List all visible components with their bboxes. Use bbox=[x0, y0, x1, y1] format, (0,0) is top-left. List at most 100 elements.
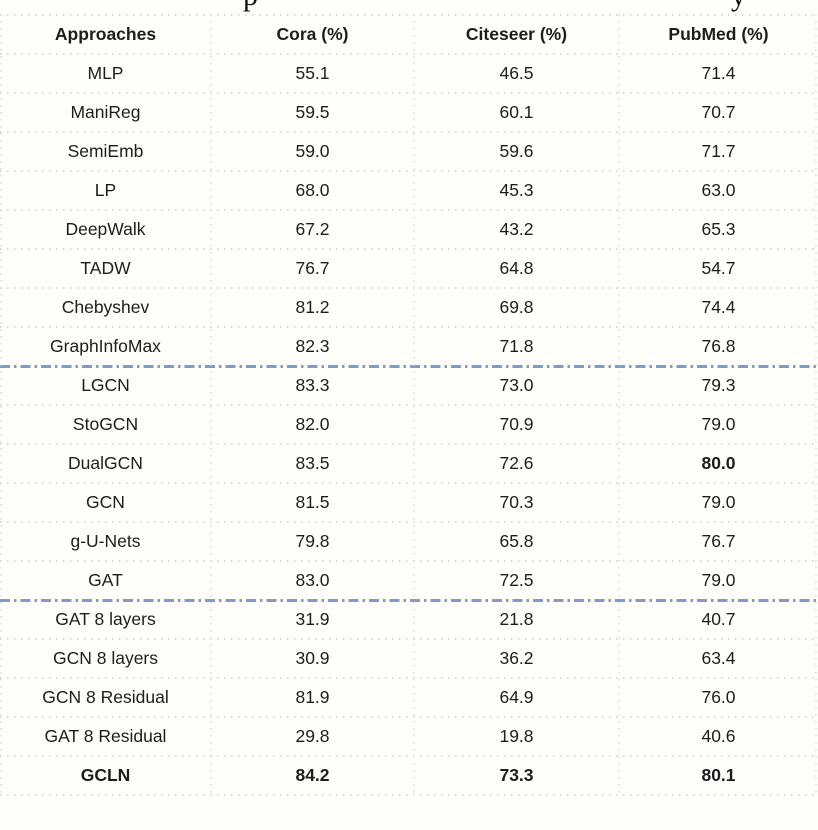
cora-value: 55.1 bbox=[295, 62, 330, 83]
approach-name: DualGCN bbox=[68, 452, 143, 473]
approach-name: GAT 8 layers bbox=[55, 608, 156, 629]
pubmed-value: 70.7 bbox=[701, 101, 736, 122]
cora-value: 81.2 bbox=[295, 296, 330, 317]
approach-name: GCLN bbox=[80, 764, 131, 785]
cora-value: 29.8 bbox=[295, 725, 330, 746]
table-row: GCN 8 Residual 81.9 64.9 76.0 bbox=[0, 677, 818, 716]
table-row: Chebyshev 81.2 69.8 74.4 bbox=[0, 287, 818, 326]
table-row: GCN 81.5 70.3 79.0 bbox=[0, 482, 818, 521]
pubmed-value: 71.7 bbox=[701, 140, 736, 161]
citeseer-value: 59.6 bbox=[499, 140, 534, 161]
citeseer-value: 21.8 bbox=[499, 608, 534, 629]
pubmed-value: 80.0 bbox=[701, 452, 736, 473]
citeseer-value: 73.0 bbox=[499, 374, 534, 395]
citeseer-value: 72.6 bbox=[499, 452, 534, 473]
citeseer-value: 64.9 bbox=[499, 686, 534, 707]
table-bottom-border bbox=[0, 794, 818, 796]
approach-name: ManiReg bbox=[70, 101, 141, 122]
table-row: ManiReg 59.5 60.1 70.7 bbox=[0, 92, 818, 131]
table-row: GCLN 84.2 73.3 80.1 bbox=[0, 755, 818, 794]
cora-value: 30.9 bbox=[295, 647, 330, 668]
approach-name: g-U-Nets bbox=[70, 530, 141, 551]
citeseer-value: 43.2 bbox=[499, 218, 534, 239]
pubmed-value: 79.0 bbox=[701, 491, 736, 512]
header-pubmed: PubMed (%) bbox=[668, 23, 769, 44]
citeseer-value: 45.3 bbox=[499, 179, 534, 200]
table-row: GAT 8 layers 31.9 21.8 40.7 bbox=[0, 599, 818, 638]
pubmed-value: 65.3 bbox=[701, 218, 736, 239]
approach-name: GCN 8 layers bbox=[52, 647, 159, 668]
citeseer-value: 73.3 bbox=[499, 764, 534, 785]
table-body: MLP 55.1 46.5 71.4 ManiReg 59.5 60.1 70.… bbox=[0, 53, 818, 794]
cora-value: 81.5 bbox=[295, 491, 330, 512]
approach-name: TADW bbox=[80, 257, 131, 278]
pubmed-value: 71.4 bbox=[701, 62, 736, 83]
pubmed-value: 74.4 bbox=[701, 296, 736, 317]
pubmed-value: 80.1 bbox=[701, 764, 736, 785]
approach-name: Chebyshev bbox=[61, 296, 150, 317]
pubmed-value: 40.7 bbox=[701, 608, 736, 629]
approach-name: LP bbox=[94, 179, 117, 200]
citeseer-value: 71.8 bbox=[499, 335, 534, 356]
cora-value: 68.0 bbox=[295, 179, 330, 200]
table-header-row: Approaches Cora (%) Citeseer (%) PubMed … bbox=[0, 14, 818, 53]
table-row: g-U-Nets 79.8 65.8 76.7 bbox=[0, 521, 818, 560]
header-approaches: Approaches bbox=[54, 23, 157, 44]
cora-value: 59.0 bbox=[295, 140, 330, 161]
pubmed-value: 54.7 bbox=[701, 257, 736, 278]
caption-descender-p: p bbox=[243, 0, 258, 12]
citeseer-value: 69.8 bbox=[499, 296, 534, 317]
citeseer-value: 72.5 bbox=[499, 569, 534, 590]
citeseer-value: 60.1 bbox=[499, 101, 534, 122]
table-row: GCN 8 layers 30.9 36.2 63.4 bbox=[0, 638, 818, 677]
pubmed-value: 76.0 bbox=[701, 686, 736, 707]
cora-value: 67.2 bbox=[295, 218, 330, 239]
approach-name: StoGCN bbox=[72, 413, 139, 434]
citeseer-value: 19.8 bbox=[499, 725, 534, 746]
table-row: MLP 55.1 46.5 71.4 bbox=[0, 53, 818, 92]
citeseer-value: 70.3 bbox=[499, 491, 534, 512]
citeseer-value: 70.9 bbox=[499, 413, 534, 434]
header-citeseer: Citeseer (%) bbox=[465, 23, 568, 44]
cora-value: 59.5 bbox=[295, 101, 330, 122]
approach-name: GAT bbox=[88, 569, 123, 590]
citeseer-value: 64.8 bbox=[499, 257, 534, 278]
cora-value: 83.0 bbox=[295, 569, 330, 590]
cora-value: 76.7 bbox=[295, 257, 330, 278]
approach-name: GCN 8 Residual bbox=[42, 686, 169, 707]
table-row: GAT 83.0 72.5 79.0 bbox=[0, 560, 818, 599]
table-row: DeepWalk 67.2 43.2 65.3 bbox=[0, 209, 818, 248]
table-row: TADW 76.7 64.8 54.7 bbox=[0, 248, 818, 287]
cora-value: 82.3 bbox=[295, 335, 330, 356]
table-row: SemiEmb 59.0 59.6 71.7 bbox=[0, 131, 818, 170]
pubmed-value: 79.0 bbox=[701, 569, 736, 590]
cora-value: 79.8 bbox=[295, 530, 330, 551]
pubmed-value: 76.7 bbox=[701, 530, 736, 551]
pubmed-value: 76.8 bbox=[701, 335, 736, 356]
cora-value: 83.3 bbox=[295, 374, 330, 395]
approach-name: SemiEmb bbox=[67, 140, 144, 161]
approach-name: GAT 8 Residual bbox=[44, 725, 167, 746]
table-row: GraphInfoMax 82.3 71.8 76.8 bbox=[0, 326, 818, 365]
pubmed-value: 63.0 bbox=[701, 179, 736, 200]
pubmed-value: 63.4 bbox=[701, 647, 736, 668]
cropped-caption-fragments: p y bbox=[0, 0, 818, 12]
header-cora: Cora (%) bbox=[276, 23, 349, 44]
caption-descender-y: y bbox=[731, 0, 746, 12]
approach-name: DeepWalk bbox=[65, 218, 146, 239]
approach-name: GCN bbox=[86, 491, 125, 512]
cora-value: 81.9 bbox=[295, 686, 330, 707]
cora-value: 84.2 bbox=[295, 764, 330, 785]
citeseer-value: 36.2 bbox=[499, 647, 534, 668]
citeseer-value: 65.8 bbox=[499, 530, 534, 551]
cora-value: 83.5 bbox=[295, 452, 330, 473]
results-table: Approaches Cora (%) Citeseer (%) PubMed … bbox=[0, 14, 818, 796]
cora-value: 82.0 bbox=[295, 413, 330, 434]
citeseer-value: 46.5 bbox=[499, 62, 534, 83]
cora-value: 31.9 bbox=[295, 608, 330, 629]
pubmed-value: 40.6 bbox=[701, 725, 736, 746]
pubmed-value: 79.3 bbox=[701, 374, 736, 395]
table-row: StoGCN 82.0 70.9 79.0 bbox=[0, 404, 818, 443]
table-row: GAT 8 Residual 29.8 19.8 40.6 bbox=[0, 716, 818, 755]
approach-name: MLP bbox=[87, 62, 124, 83]
